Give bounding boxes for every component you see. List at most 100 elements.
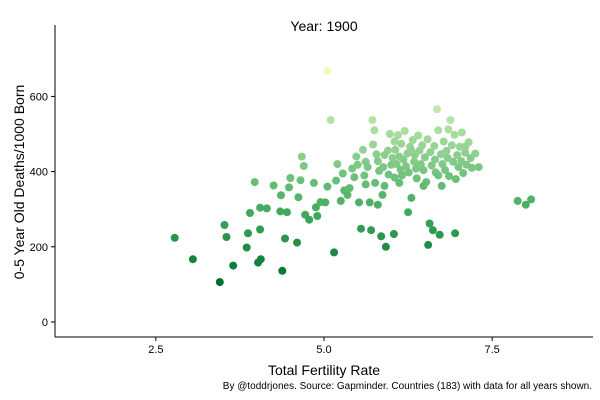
data-point: [474, 163, 483, 172]
data-point: [283, 208, 291, 217]
data-point: [420, 153, 429, 162]
y-axis-label: 0-5 Year Old Deaths/1000 Born: [11, 84, 27, 280]
data-point: [222, 233, 231, 241]
data-point: [441, 166, 450, 175]
data-point: [430, 142, 439, 150]
data-point: [338, 169, 347, 178]
data-point: [365, 198, 374, 207]
data-point: [286, 174, 295, 182]
data-point: [378, 190, 387, 199]
data-point: [330, 248, 339, 257]
data-point: [437, 181, 446, 190]
data-point: [449, 157, 458, 166]
data-point: [256, 255, 265, 264]
data-point: [294, 193, 303, 202]
data-point: [285, 183, 293, 192]
y-tick-label: 0: [42, 317, 48, 329]
data-point: [428, 226, 437, 235]
data-point: [391, 145, 400, 154]
data-point: [459, 169, 468, 178]
data-point: [433, 105, 441, 114]
data-point: [332, 176, 341, 185]
data-point: [269, 181, 278, 190]
axes-layer: 0 200 400 600 2.5 5.0 7.5: [30, 25, 593, 356]
chart-title: Year: 1900: [290, 18, 358, 34]
data-point: [384, 170, 393, 179]
data-point: [457, 128, 466, 137]
data-point: [360, 171, 369, 180]
data-point: [471, 149, 480, 158]
data-point: [404, 168, 413, 177]
points-layer: [170, 66, 536, 287]
data-point: [438, 160, 447, 169]
data-point: [323, 66, 332, 75]
data-point: [311, 203, 320, 212]
data-point: [229, 261, 238, 270]
data-point: [419, 181, 428, 190]
data-point: [399, 155, 408, 164]
data-point: [427, 161, 436, 170]
data-point: [397, 139, 406, 148]
data-point: [445, 172, 454, 181]
data-point: [343, 190, 352, 199]
data-point: [451, 229, 460, 238]
data-point: [424, 240, 433, 249]
data-point: [380, 181, 389, 190]
data-point: [442, 146, 451, 155]
data-point: [439, 137, 448, 146]
data-point: [372, 150, 381, 159]
data-point: [293, 238, 302, 247]
data-point: [242, 243, 251, 252]
data-point: [244, 229, 252, 238]
data-point: [367, 226, 376, 235]
data-point: [423, 135, 432, 144]
data-point: [353, 160, 362, 169]
data-point: [333, 160, 342, 169]
data-point: [394, 131, 402, 140]
data-point: [256, 203, 265, 212]
data-point: [407, 146, 416, 155]
data-point: [296, 176, 305, 185]
data-point: [527, 195, 536, 204]
data-point: [408, 136, 417, 144]
data-point: [336, 196, 345, 205]
data-point: [281, 234, 289, 243]
data-point: [305, 215, 314, 224]
data-point: [345, 184, 354, 193]
data-point: [373, 200, 382, 209]
data-point: [277, 191, 285, 200]
data-point: [418, 141, 427, 150]
data-point: [412, 174, 421, 183]
data-point: [390, 173, 399, 182]
data-point: [321, 198, 330, 207]
data-point: [309, 178, 318, 187]
data-point: [368, 116, 377, 125]
data-point: [521, 200, 530, 209]
data-point: [373, 157, 382, 166]
x-tick-label: 5.0: [316, 344, 331, 356]
data-point: [361, 180, 370, 189]
data-point: [410, 157, 419, 166]
data-point: [379, 163, 388, 172]
data-point: [461, 148, 470, 157]
data-point: [370, 126, 379, 135]
data-point: [262, 204, 271, 213]
data-point: [377, 232, 386, 241]
data-point: [389, 230, 398, 238]
source-caption: By @toddrjones. Source: Gapminder. Count…: [222, 381, 592, 392]
data-point: [388, 154, 397, 163]
data-point: [350, 173, 359, 182]
data-point: [461, 142, 470, 151]
data-point: [363, 163, 372, 172]
data-point: [220, 221, 229, 229]
data-point: [467, 163, 476, 172]
data-point: [246, 209, 254, 217]
data-point: [352, 152, 361, 161]
data-point: [416, 160, 425, 169]
data-point: [371, 178, 380, 187]
data-point: [299, 162, 308, 170]
data-point: [451, 175, 460, 184]
data-point: [278, 266, 287, 275]
x-axis-label: Total Fertility Rate: [267, 362, 381, 378]
